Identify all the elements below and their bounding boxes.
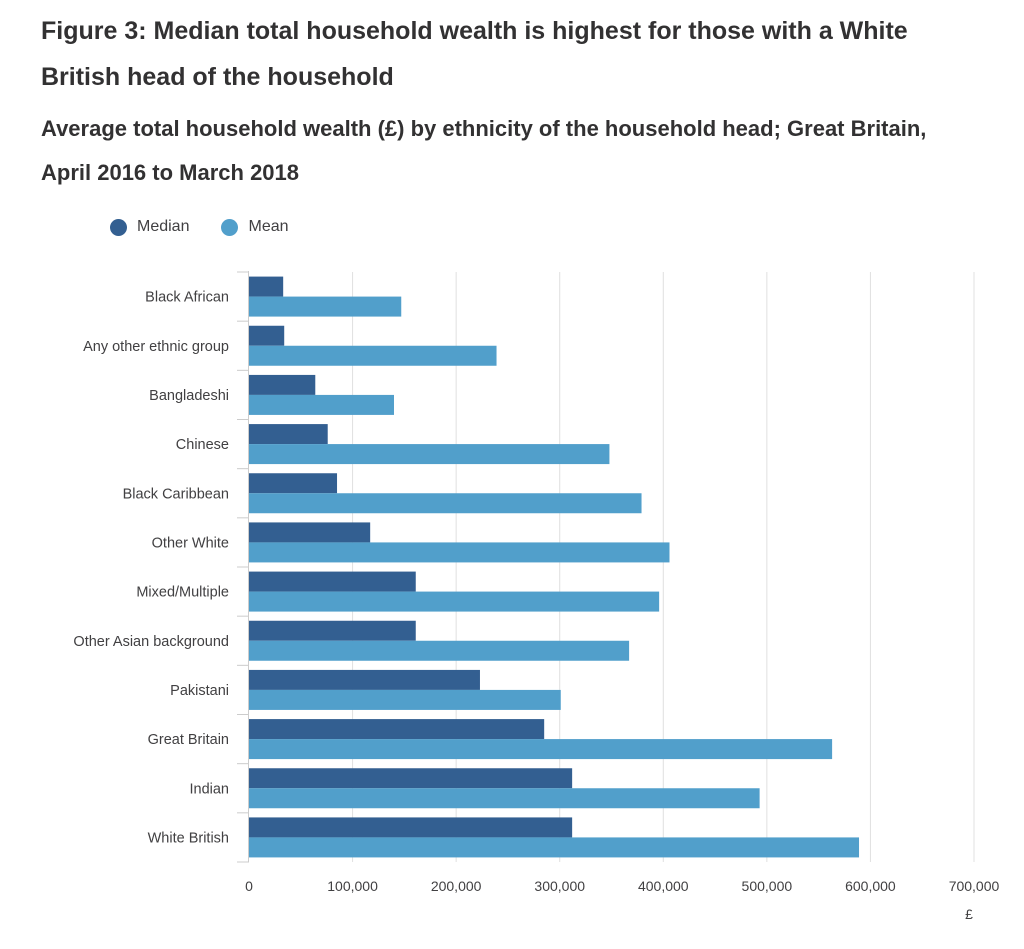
bar-mean-mixed-multiple: Mixed/Multiple — Mean: 396,000 xyxy=(249,591,660,612)
bar-mean-indian: Indian — Mean: 493,000 xyxy=(249,788,760,809)
bar-mean-black-caribbean: Black Caribbean — Mean: 379,000 xyxy=(249,493,642,514)
x-tick-label: 200,000 xyxy=(431,878,482,894)
category-label: Chinese xyxy=(176,437,229,453)
bar-median-chinese: Chinese — Median: 76,000 xyxy=(249,424,328,445)
bar-median-pakistani: Pakistani — Median: 223,000 xyxy=(249,669,480,690)
legend-swatch-mean xyxy=(221,218,239,236)
bar-mean-other-asian-background: Other Asian background — Mean: 367,000 xyxy=(249,640,630,661)
x-tick-label: 400,000 xyxy=(638,878,689,894)
x-tick-label: 700,000 xyxy=(949,878,1000,894)
x-tick-label: 600,000 xyxy=(845,878,896,894)
category-label: Great Britain xyxy=(148,732,229,748)
bar-median-indian: Indian — Median: 312,000 xyxy=(249,768,573,789)
bar-median-black-caribbean: Black Caribbean — Median: 85,000 xyxy=(249,473,338,494)
category-label: Any other ethnic group xyxy=(83,339,229,355)
category-label: Pakistani xyxy=(170,683,229,699)
bar-median-mixed-multiple: Mixed/Multiple — Median: 161,000 xyxy=(249,571,416,592)
category-label: Indian xyxy=(189,781,229,797)
x-tick-label: 500,000 xyxy=(742,878,793,894)
bar-mean-pakistani: Pakistani — Mean: 301,000 xyxy=(249,689,561,710)
x-axis-label: £ xyxy=(965,906,973,922)
legend-item-mean[interactable]: Mean xyxy=(221,218,289,236)
category-label: Mixed/Multiple xyxy=(136,585,229,601)
bar-mean-bangladeshi: Bangladeshi — Mean: 140,000 xyxy=(249,394,394,415)
bar-median-black-african: Black African — Median: 33,000 xyxy=(249,276,284,297)
category-label: Other Asian background xyxy=(73,634,229,650)
x-tick-label: 100,000 xyxy=(327,878,378,894)
bar-mean-other-white: Other White — Mean: 406,000 xyxy=(249,542,670,563)
bar-mean-white-british: White British — Mean: 589,000 xyxy=(249,837,860,858)
bar-median-white-british: White British — Median: 312,000 xyxy=(249,817,573,838)
legend: Median Mean xyxy=(110,215,321,239)
chart-subtitle: Average total household wealth (£) by et… xyxy=(41,116,927,185)
bar-median-great-britain: Great Britain — Median: 285,000 xyxy=(249,719,545,740)
bar-median-any-other-ethnic-group: Any other ethnic group — Median: 34,000 xyxy=(249,325,285,346)
legend-label-median: Median xyxy=(137,218,190,235)
bar-mean-any-other-ethnic-group: Any other ethnic group — Mean: 239,000 xyxy=(249,345,497,366)
bar-median-bangladeshi: Bangladeshi — Median: 64,000 xyxy=(249,374,316,395)
category-label: Other White xyxy=(152,535,229,551)
bar-mean-black-african: Black African — Mean: 147,000 xyxy=(249,296,402,317)
x-tick-label: 300,000 xyxy=(534,878,585,894)
category-label: Black African xyxy=(145,290,229,306)
bar-mean-great-britain: Great Britain — Mean: 563,000 xyxy=(249,739,833,760)
legend-label-mean: Mean xyxy=(248,218,289,235)
bar-median-other-white: Other White — Median: 117,000 xyxy=(249,522,371,543)
category-label: Black Caribbean xyxy=(123,486,229,502)
category-label: Bangladeshi xyxy=(149,388,229,404)
category-label: White British xyxy=(148,830,229,846)
chart-title: Figure 3: Median total household wealth … xyxy=(41,17,908,91)
x-tick-label: 0 xyxy=(245,878,253,894)
legend-item-median[interactable]: Median xyxy=(110,218,189,236)
bar-mean-chinese: Chinese — Mean: 348,000 xyxy=(249,444,610,465)
bar-median-other-asian-background: Other Asian background — Median: 161,000 xyxy=(249,620,416,641)
legend-swatch-median xyxy=(110,218,127,236)
